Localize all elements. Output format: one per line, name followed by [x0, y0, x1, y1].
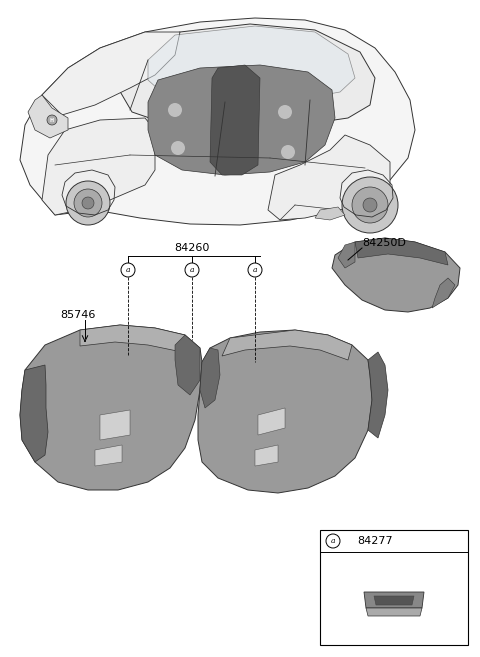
- Polygon shape: [118, 24, 375, 128]
- Circle shape: [47, 115, 57, 125]
- Polygon shape: [148, 26, 355, 102]
- Polygon shape: [432, 278, 455, 308]
- Circle shape: [171, 141, 185, 155]
- Text: 85746: 85746: [60, 310, 96, 320]
- Circle shape: [326, 534, 340, 548]
- Circle shape: [248, 263, 262, 277]
- Polygon shape: [210, 65, 260, 175]
- Circle shape: [363, 198, 377, 212]
- Polygon shape: [355, 238, 448, 265]
- Circle shape: [185, 263, 199, 277]
- Polygon shape: [20, 365, 48, 462]
- Polygon shape: [255, 445, 278, 466]
- Polygon shape: [366, 608, 422, 616]
- Circle shape: [281, 145, 295, 159]
- Text: a: a: [253, 266, 257, 274]
- Polygon shape: [28, 95, 68, 138]
- Circle shape: [74, 189, 102, 217]
- Polygon shape: [42, 118, 155, 215]
- Polygon shape: [364, 592, 424, 608]
- Polygon shape: [200, 348, 220, 408]
- Circle shape: [278, 105, 292, 119]
- Polygon shape: [338, 242, 355, 268]
- Polygon shape: [222, 330, 352, 360]
- Polygon shape: [368, 352, 388, 438]
- Text: H: H: [50, 118, 54, 122]
- Circle shape: [352, 187, 388, 223]
- Polygon shape: [175, 335, 200, 395]
- Bar: [320, 530, 468, 645]
- Polygon shape: [315, 207, 345, 220]
- Text: a: a: [126, 266, 130, 274]
- Polygon shape: [268, 135, 390, 220]
- Circle shape: [342, 177, 398, 233]
- Text: 84260: 84260: [174, 243, 210, 253]
- Polygon shape: [20, 325, 202, 490]
- Polygon shape: [258, 408, 285, 435]
- Polygon shape: [42, 32, 180, 115]
- Text: 84250D: 84250D: [362, 238, 406, 248]
- Polygon shape: [20, 18, 415, 225]
- Polygon shape: [332, 238, 460, 312]
- Text: 84277: 84277: [357, 536, 393, 546]
- Circle shape: [168, 103, 182, 117]
- Polygon shape: [198, 330, 372, 493]
- Circle shape: [82, 197, 94, 209]
- Polygon shape: [148, 65, 335, 175]
- Text: a: a: [190, 266, 194, 274]
- Text: a: a: [331, 537, 335, 545]
- Circle shape: [121, 263, 135, 277]
- Polygon shape: [100, 410, 130, 440]
- Polygon shape: [80, 325, 185, 352]
- Polygon shape: [95, 445, 122, 466]
- Circle shape: [66, 181, 110, 225]
- Polygon shape: [374, 596, 414, 605]
